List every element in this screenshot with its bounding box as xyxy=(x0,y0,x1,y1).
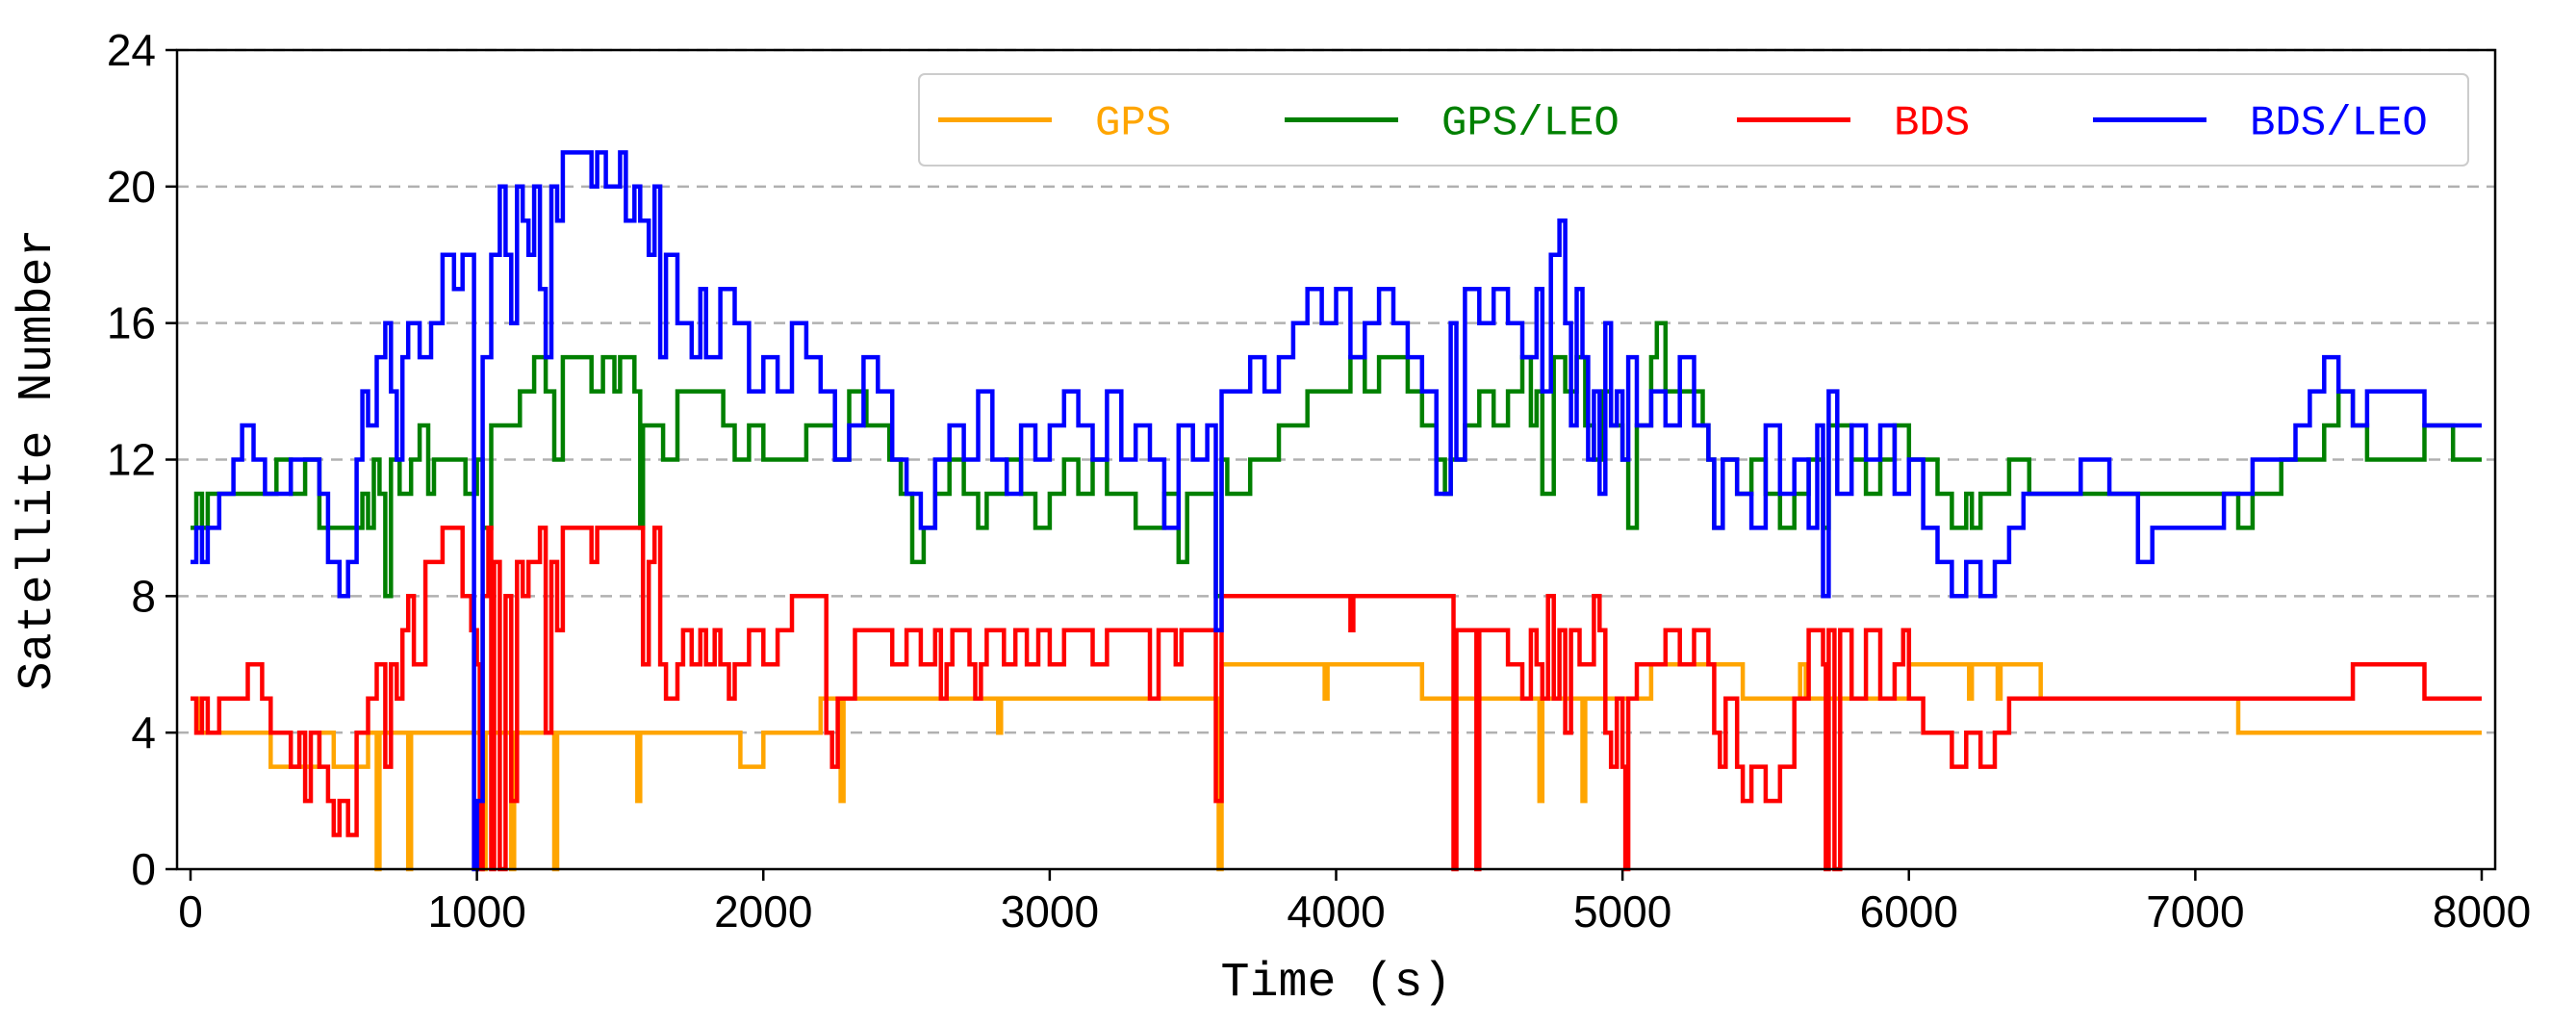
y-tick-label-24: 24 xyxy=(107,25,156,75)
y-tick-label-0: 0 xyxy=(131,844,156,894)
x-tick-label-7000: 7000 xyxy=(2146,886,2244,937)
x-tick-label-0: 0 xyxy=(178,886,203,937)
x-tick-label-4000: 4000 xyxy=(1287,886,1385,937)
y-axis-title: Satellite Number xyxy=(11,228,65,690)
y-tick-label-12: 12 xyxy=(107,435,156,485)
legend-label-gps-leo: GPS/LEO xyxy=(1441,100,1620,148)
axis-ticks: 0 1000 2000 3000 4000 5000 6000 7000 8000 0 4 8 12 16… xyxy=(107,25,2531,937)
legend-label-bds: BDS xyxy=(1894,100,1970,148)
legend-label-bds-leo: BDS/LEO xyxy=(2250,100,2428,148)
series-line-bds xyxy=(191,526,2482,872)
series-line-bds-leo xyxy=(191,150,2482,872)
legend: GPS GPS/LEO BDS BDS/LEO xyxy=(918,73,2469,167)
legend-label-gps: GPS xyxy=(1095,100,1171,148)
series-line-gps-leo xyxy=(191,321,2482,599)
y-tick-label-20: 20 xyxy=(107,162,156,212)
x-tick-label-6000: 6000 xyxy=(1860,886,1958,937)
x-tick-label-2000: 2000 xyxy=(714,886,812,937)
x-tick-label-1000: 1000 xyxy=(427,886,525,937)
y-tick-label-4: 4 xyxy=(131,707,156,757)
x-tick-label-8000: 8000 xyxy=(2433,886,2531,937)
x-axis-title: Time (s) xyxy=(1220,956,1451,1011)
x-tick-label-3000: 3000 xyxy=(1001,886,1099,937)
x-tick-label-5000: 5000 xyxy=(1573,886,1671,937)
y-tick-label-16: 16 xyxy=(107,298,156,348)
y-tick-label-8: 8 xyxy=(131,571,156,621)
legend-box xyxy=(918,73,2469,167)
